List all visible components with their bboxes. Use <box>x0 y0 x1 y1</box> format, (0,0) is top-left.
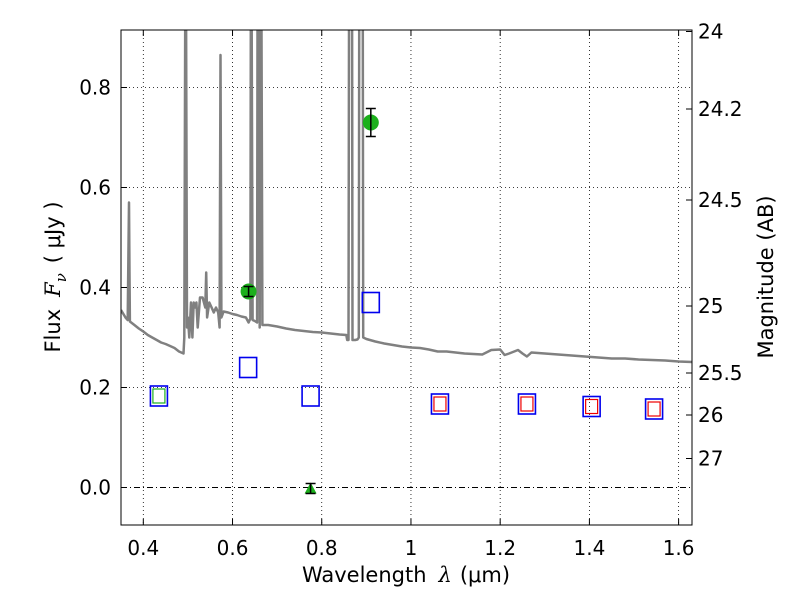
x-tick-label: 1 <box>405 536 418 560</box>
plot-frame <box>120 29 693 526</box>
x-axis-label-symbol: λ <box>438 563 452 587</box>
x-tick-label: 0.4 <box>127 536 159 560</box>
y-axis-ticks: 0.0 0.2 0.4 0.6 0.8 <box>79 76 127 500</box>
y-axis-label-unit: ( μJy ) <box>41 201 65 263</box>
y2-tick-label: 24.2 <box>698 97 743 121</box>
red-photometry-box <box>433 396 447 412</box>
model-photometry-box <box>430 393 450 415</box>
x-axis-label-unit: (μm) <box>460 563 510 587</box>
x-tick-label: 1.6 <box>663 536 695 560</box>
y2-tick-label: 25.5 <box>698 361 743 385</box>
red-photometry-box <box>520 396 534 412</box>
x-axis-ticks: 0.4 0.6 0.8 1 1.2 1.4 1.6 <box>127 30 695 560</box>
green-photometry-box <box>152 388 166 404</box>
y2-tick-label: 24 <box>698 20 723 44</box>
model-photometry-box <box>644 398 664 420</box>
y2-tick-label: 27 <box>698 447 723 471</box>
x-tick-label: 1.2 <box>484 536 516 560</box>
y-axis-label-subscript: ν <box>52 273 70 282</box>
y2-axis-label: Magnitude (AB) <box>754 195 778 358</box>
y-tick-label: 0.0 <box>79 476 111 500</box>
y-axis-label: Flux Fν ( μJy ) <box>41 201 70 352</box>
model-photometry-box <box>517 393 537 415</box>
red-photometry-box <box>647 401 661 417</box>
y-axis-label-symbol: F <box>41 281 65 298</box>
observed-layer <box>240 107 379 495</box>
red-photometry-box <box>585 398 599 415</box>
y2-axis-ticks: 24 24.2 24.5 25 25.5 26 27 <box>686 20 743 471</box>
model-photometry-box <box>238 356 258 379</box>
y2-tick-label: 26 <box>698 403 723 427</box>
y2-tick-label: 24.5 <box>698 188 743 212</box>
model-photometry-box <box>582 395 601 418</box>
model-photometry-box <box>149 385 169 407</box>
x-tick-label: 1.4 <box>573 536 605 560</box>
y2-tick-label: 25 <box>698 294 723 318</box>
photometry-layer <box>149 291 664 420</box>
model-photometry-box <box>361 291 381 314</box>
y-tick-label: 0.6 <box>79 176 111 200</box>
y-tick-label: 0.8 <box>79 76 111 100</box>
x-axis-label: Wavelength λ (μm) <box>302 563 510 587</box>
y-axis-label-text: Flux <box>41 309 65 353</box>
y-tick-label: 0.4 <box>79 276 111 300</box>
model-photometry-box <box>301 385 320 407</box>
x-axis-label-text: Wavelength <box>302 563 427 587</box>
x-tick-label: 0.8 <box>306 536 338 560</box>
model-spectrum-line <box>121 30 692 364</box>
grid-lines <box>121 30 692 525</box>
y-tick-label: 0.2 <box>79 376 111 400</box>
x-tick-label: 0.6 <box>217 536 249 560</box>
plot-background <box>121 30 692 525</box>
